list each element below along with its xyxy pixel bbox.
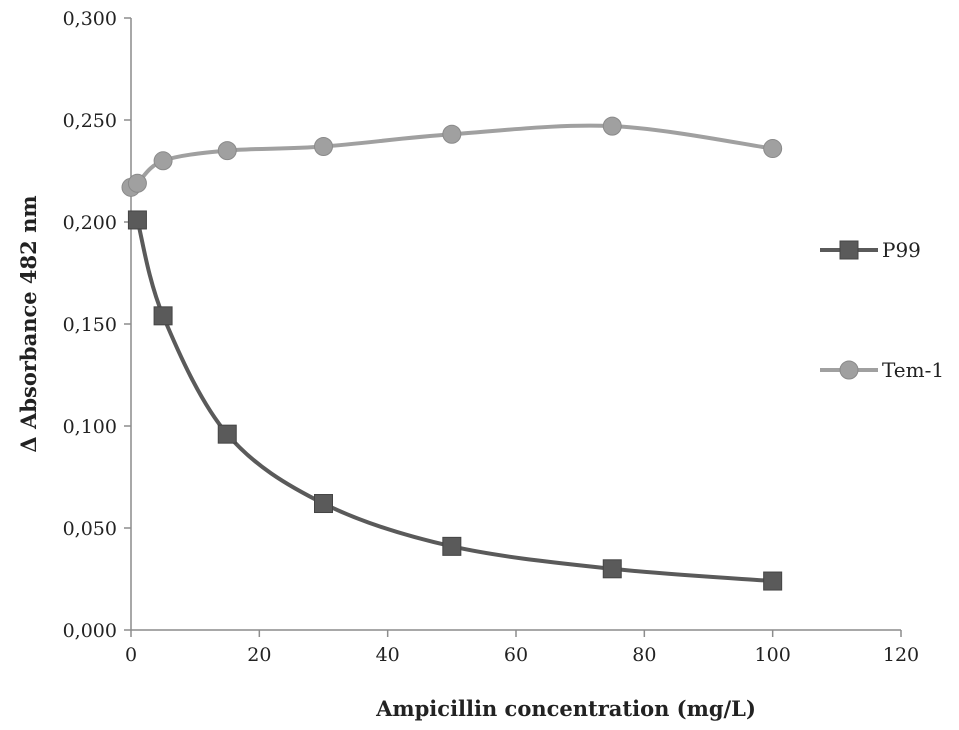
data-point-tem-1 <box>153 151 173 171</box>
y-tick-label: 0,050 <box>63 518 117 540</box>
data-point-tem-1 <box>127 173 147 193</box>
data-point-p99 <box>314 494 333 514</box>
x-tick-label: 100 <box>755 644 791 666</box>
data-point-tem-1 <box>217 141 237 161</box>
data-point-p99 <box>127 210 147 230</box>
x-axis-title: Ampicillin concentration (mg/L) <box>375 696 756 721</box>
legend-marker-p99 <box>839 240 859 260</box>
y-tick-label: 0,150 <box>63 314 117 336</box>
x-tick-label: 40 <box>376 644 400 666</box>
y-tick-label: 0,200 <box>63 212 117 234</box>
chart-axes: 0,000 0,050 0,100 0,150 0,200 0,250 0,300 0 20 40… <box>63 8 920 666</box>
legend-label-p99: P99 <box>882 238 921 262</box>
x-tick-label: 120 <box>883 644 919 666</box>
x-tick-label: 80 <box>632 644 656 666</box>
y-tick-label: 0,250 <box>63 110 117 132</box>
legend-label-tem-1: Tem-1 <box>882 358 944 382</box>
x-tick-label: 20 <box>247 644 271 666</box>
data-point-p99 <box>763 571 783 591</box>
series-line-p99 <box>135 219 773 584</box>
series-markers <box>121 116 783 591</box>
y-axis-title: Δ Absorbance 482 nm <box>16 195 41 452</box>
x-tick-label: 0 <box>125 644 137 666</box>
data-point-p99 <box>153 306 173 326</box>
data-point-p99 <box>442 536 462 556</box>
y-tick-label: 0,300 <box>63 8 117 30</box>
legend-marker-tem-1 <box>839 360 859 380</box>
data-point-tem-1 <box>602 116 622 136</box>
chart-legend: P99 Tem-1 <box>820 238 944 382</box>
x-tick-label: 60 <box>504 644 528 666</box>
data-point-tem-1 <box>763 139 783 159</box>
data-point-p99 <box>602 559 622 579</box>
data-point-tem-1 <box>442 124 462 144</box>
y-tick-label: 0,100 <box>63 416 117 438</box>
data-point-tem-1 <box>314 137 333 157</box>
series-lines <box>129 123 773 584</box>
data-point-p99 <box>217 424 237 444</box>
y-tick-label: 0,000 <box>63 620 117 642</box>
